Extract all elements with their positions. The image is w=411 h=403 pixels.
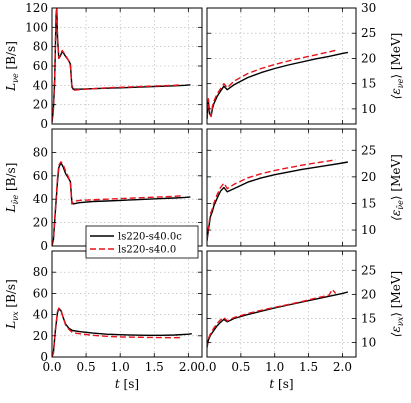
y-tick-label: 15 [361,311,376,325]
y-axis-label: ⟨εν̄e⟩ [MeV]⟨ε_{ν̄_e}⟩ [MeV] [389,154,405,221]
series-line-ls220-s40-0 [52,8,182,123]
y-tick-label: 20 [33,329,48,343]
y-tick-label: 20 [361,51,376,65]
x-tick-label: 0.0 [197,360,216,374]
panel-middle-left: 0 20 40 60 80 Lν̄e [B/s]L_{ν̄_e} [B/s] [4,128,203,253]
y-axis-label: Lνe [B/s]L_{ν_e} [B/s] [4,41,20,92]
x-tick-label: 2.0 [333,360,352,374]
legend-entry-label: ls220-s40.0c [118,232,182,243]
y-tick-label: 60 [33,59,48,73]
y-tick-label: 0 [40,350,48,364]
y-tick-label: 0 [40,117,48,131]
y-tick-label: 20 [33,98,48,112]
y-tick-label: 10 [361,102,376,116]
legend-box [85,225,199,259]
y-tick-label: 10 [361,336,376,350]
axes-frame [206,250,357,358]
y-tick-label: 60 [33,169,48,183]
axes-frame [51,7,203,125]
y-tick-label: 25 [361,26,376,40]
series-line-ls220-s40-0c [207,291,349,348]
y-tick-label: 25 [361,143,376,157]
x-tick-label: 1.0 [111,360,130,374]
series-line-ls220-s40-0c [207,161,349,241]
y-axis-label: Lν̄e [B/s]L_{ν̄_e} [B/s] [4,163,20,214]
legend-entry-label: ls220-s40.0 [118,245,176,256]
y-tick-label: 30 [361,1,376,15]
y-axis-label: Lνx [B/s]L_{ν_x} [B/s] [4,279,20,330]
series-line-ls220-s40-0 [207,288,337,348]
x-axis-label: t [s]t [s] [115,377,139,391]
y-tick-label: 20 [33,216,48,230]
y-tick-label: 40 [33,308,48,322]
panel-middle-right: 10 15 20 25 ⟨εν̄e⟩ [MeV]⟨ε_{ν̄_e}⟩ [MeV] [206,128,405,247]
panel-bottom-left: 0.0 0.5 1.0 1.5 2.0 0 20 40 60 80 Lνx [B/s]L_{ν_x}… [4,250,203,391]
y-tick-label: 60 [33,286,48,300]
series-line-ls220-s40-0c [52,8,191,123]
series-line-ls220-s40-0 [52,161,182,246]
x-tick-label: 1.5 [299,360,318,374]
x-tick-label: 0.0 [42,360,61,374]
panel-top-left: 0 20 40 60 80 100 120 Lνe [B/s]L_{ν_e} [B/s] [4,1,203,131]
y-tick-label: 40 [33,192,48,206]
y-tick-label: 0 [40,239,48,253]
axes-frame [206,7,357,125]
y-tick-label: 25 [361,263,376,277]
y-tick-label: 80 [33,40,48,54]
y-axis-label: ⟨ενx⟩ [MeV]⟨ε_{ν_x}⟩ [MeV] [389,271,405,337]
legend: ls220-s40.0c ls220-s40.0 [85,225,199,259]
x-tick-label: 1.0 [265,360,284,374]
series-line-ls220-s40-0 [207,159,336,241]
y-tick-label: 15 [361,196,376,210]
series-line-ls220-s40-0 [207,49,336,120]
x-tick-label: 0.5 [77,360,96,374]
axes-frame [206,128,357,247]
series-line-ls220-s40-0c [52,308,192,357]
y-axis-label: ⟨ενe⟩ [MeV]⟨ε_{ν_e}⟩ [MeV] [389,33,405,100]
y-tick-label: 80 [33,145,48,159]
y-tick-label: 10 [361,223,376,237]
axes-frame [51,250,203,358]
y-tick-label: 20 [361,170,376,184]
y-tick-label: 120 [25,1,48,15]
panel-bottom-right: 0.0 0.5 1.0 1.5 2.0 10 15 20 25 ⟨ενx⟩ [MeV]⟨ε_{ν_… [197,250,405,391]
y-tick-label: 40 [33,78,48,92]
x-tick-label: 1.5 [145,360,164,374]
x-axis-label: t [s]t [s] [269,377,293,391]
series-line-ls220-s40-0 [52,307,182,357]
y-tick-label: 15 [361,77,376,91]
x-tick-label: 0.5 [231,360,250,374]
x-tick-label: 2.0 [179,360,198,374]
y-tick-label: 100 [25,20,48,34]
y-tick-label: 80 [33,265,48,279]
panel-top-right: 10 15 20 25 30 ⟨ενe⟩ [MeV]⟨ε_{ν_e}⟩ [MeV] [206,1,405,125]
y-tick-label: 20 [361,287,376,301]
